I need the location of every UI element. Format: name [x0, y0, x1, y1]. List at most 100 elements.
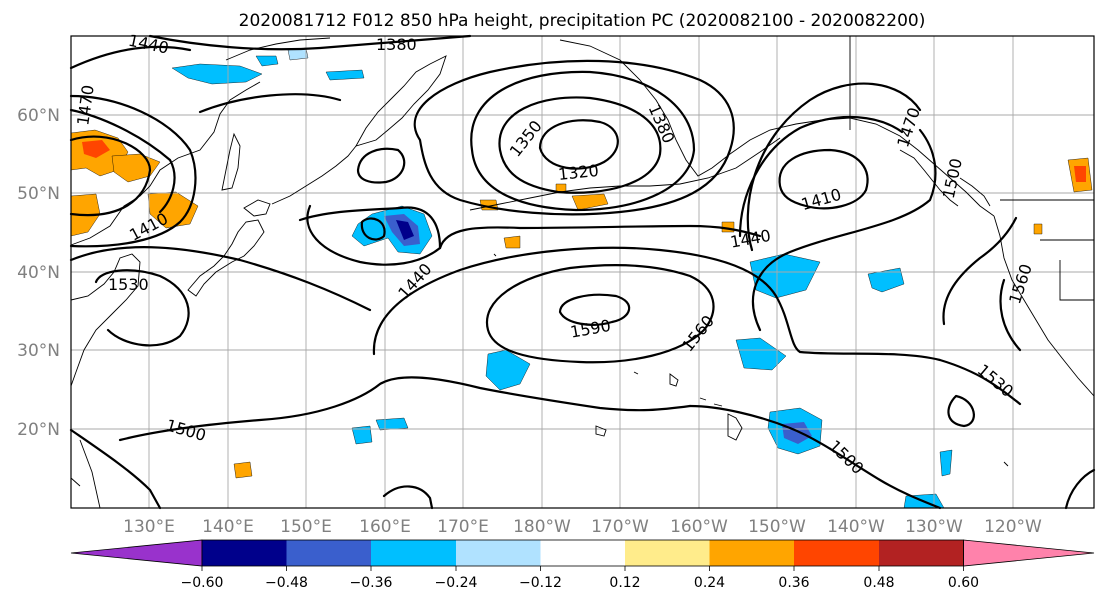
height-contours — [69, 34, 1096, 510]
contour-1440-west — [69, 94, 197, 248]
lon-label: 150°W — [748, 517, 806, 537]
coast-alaska — [559, 39, 995, 217]
contour-1320 — [538, 119, 619, 170]
map-area: 1440 1380 1350 1320 1380 1410 1410 1440 … — [69, 31, 1096, 510]
shade-gulf-3 — [735, 337, 787, 371]
colorbar-ticks — [201, 566, 964, 571]
contour-1500-southeast — [688, 404, 942, 510]
coast-sakhalin — [221, 132, 241, 191]
colorbar-segment-2 — [286, 540, 371, 566]
colorbar-segment-6 — [625, 540, 710, 566]
colorbar-tick-label: 0.12 — [609, 575, 640, 591]
lat-label: 20°N — [17, 420, 60, 440]
shade-north-3 — [325, 69, 365, 81]
lon-label: 120°W — [984, 517, 1042, 537]
colorbar-segment-9 — [879, 540, 964, 566]
contour-1500-southwest — [69, 428, 162, 510]
contour-1560-east — [999, 278, 1022, 352]
shade-north-1 — [171, 63, 263, 85]
contour-label: 1530 — [108, 275, 149, 294]
contour-1470-south — [382, 485, 434, 510]
contour-1440-north — [69, 45, 192, 70]
lon-label: 150°E — [280, 517, 332, 537]
shade-pos-8 — [555, 183, 567, 193]
lat-label: 40°N — [17, 263, 60, 283]
colorbar-tick-label: −0.48 — [265, 575, 308, 591]
contour-1590 — [558, 293, 631, 326]
lat-label: 30°N — [17, 341, 60, 361]
shade-north-2 — [255, 55, 279, 67]
map-title: 2020081712 F012 850 hPa height, precipit… — [239, 11, 926, 31]
colorbar-tick-label: −0.24 — [435, 575, 478, 591]
coast-korea-china — [70, 253, 141, 387]
latitude-labels: 60°N 50°N 40°N 30°N 20°N — [17, 106, 60, 440]
contour-1350-loop — [360, 217, 386, 241]
lon-label: 170°W — [591, 517, 649, 537]
contour-1350 — [498, 96, 662, 194]
contour-1380 — [470, 70, 696, 212]
colorbar-segment-8 — [794, 540, 879, 566]
coastlines — [70, 36, 1095, 509]
longitude-labels: 130°E 140°E 150°E 160°E 170°E 180°W 170°… — [123, 517, 1042, 537]
coast-aleutians — [469, 137, 781, 211]
colorbar-tick-label: −0.36 — [350, 575, 393, 591]
colorbar-tick-label: 0.36 — [778, 575, 809, 591]
contour-1500-west — [69, 246, 372, 312]
colorbar-segment-10 — [963, 539, 1095, 567]
coast-pacific-islands — [493, 253, 1009, 467]
colorbar-tick-label: 0.24 — [694, 575, 725, 591]
contour-1440-central — [298, 206, 762, 250]
coast-okhotsk — [225, 37, 331, 61]
contour-1410-east — [778, 148, 869, 210]
shade-pos-1 — [571, 193, 609, 211]
colorbar-segment-5 — [540, 540, 625, 566]
contour-label: 1320 — [557, 161, 599, 184]
coast-bc-islands — [899, 149, 991, 207]
coast-hawaii — [699, 397, 743, 441]
shade-northwest-2 — [82, 140, 110, 158]
contour-1500-east — [751, 128, 937, 332]
lon-label: 180°W — [513, 517, 571, 537]
contour-1560-central-left — [306, 204, 442, 266]
lon-label: 130°E — [123, 517, 175, 537]
shade-south-4 — [351, 425, 373, 445]
lon-label: 160°W — [670, 517, 728, 537]
shade-pos-5 — [233, 461, 253, 479]
colorbar-segment-0 — [70, 539, 203, 567]
colorbar-tick-label: −0.60 — [181, 575, 224, 591]
contour-1530-west — [94, 269, 190, 347]
contour-1410-west — [69, 108, 176, 214]
lon-label: 140°W — [827, 517, 885, 537]
contour-1470-loop — [356, 147, 406, 184]
colorbar-segment-7 — [709, 540, 794, 566]
contour-1470-west — [69, 135, 152, 217]
colorbar-segment-3 — [371, 540, 456, 566]
lon-label: 160°E — [359, 517, 411, 537]
contour-label: 1380 — [376, 35, 417, 54]
contour-1530-east — [942, 216, 1018, 326]
lon-label: 170°E — [437, 517, 489, 537]
coast-kamchatka — [355, 55, 447, 147]
coast-japan — [187, 219, 265, 297]
shade-pos-7 — [1074, 166, 1086, 182]
shade-central-3 — [396, 220, 414, 240]
contour-1440-east — [738, 115, 904, 238]
colorbar-tick-label: 0.48 — [863, 575, 894, 591]
contour-1530 — [372, 246, 1022, 406]
shade-northwest-5 — [147, 191, 199, 229]
border-canada-us — [849, 36, 1094, 301]
coast-hokkaido-kurils — [243, 145, 357, 217]
colorbar-segment-1 — [202, 540, 287, 566]
lat-label: 50°N — [17, 184, 60, 204]
colorbar-segment-4 — [456, 540, 541, 566]
coast-philippines — [70, 439, 101, 509]
contour-1380-north — [148, 34, 472, 51]
colorbar: −0.60 −0.48 −0.36 −0.24 −0.12 0.12 0.24 … — [70, 539, 1095, 591]
lon-label: 140°E — [202, 517, 254, 537]
colorbar-tick-label: −0.12 — [519, 575, 562, 591]
contour-1410-central — [413, 59, 735, 216]
shade-pos-9 — [1033, 223, 1043, 235]
contour-1560 — [485, 264, 715, 364]
contour-1470-east — [746, 82, 922, 252]
